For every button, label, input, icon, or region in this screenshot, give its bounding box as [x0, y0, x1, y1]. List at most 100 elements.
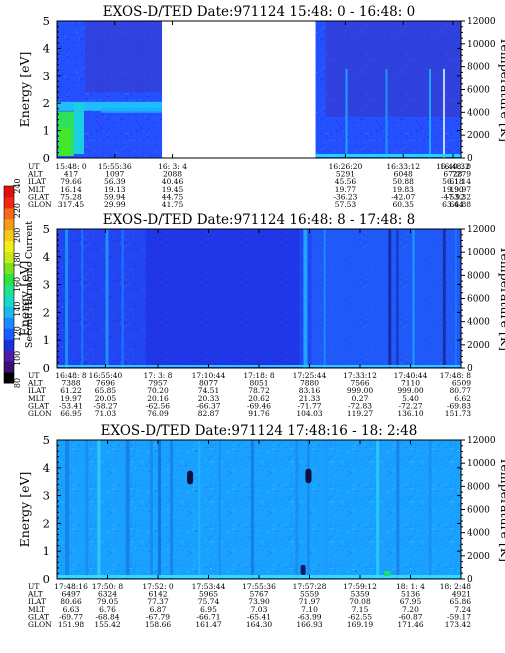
orbit-cell: 6509 [452, 379, 471, 388]
y2-tick-label: 6000 [467, 295, 490, 305]
orbit-cell: 7388 [61, 379, 80, 388]
orbit-cell: -66.71 [196, 612, 220, 621]
orbit-cell: 60.35 [392, 200, 414, 209]
orbit-cell: 79.66 [60, 177, 82, 186]
orbit-cell: -62.56 [146, 401, 170, 410]
spectrogram-streak [85, 440, 89, 579]
orbit-row-label: GLAT [28, 401, 49, 410]
y2-tick-label: 8000 [467, 271, 490, 281]
y2-tick-label: 8000 [467, 63, 490, 73]
y-tick-label: 3 [43, 489, 50, 503]
orbit-cell: -62.55 [348, 612, 372, 621]
orbit-cell: -68.84 [95, 612, 119, 621]
orbit-cell: 16:48: 8 [55, 371, 87, 380]
y-tick-label: 1 [43, 544, 50, 558]
orbit-cell: -69.83 [447, 401, 471, 410]
spectrogram-dark-blob [187, 470, 194, 485]
orbit-cell: 417 [64, 170, 79, 179]
spectrogram-streak [385, 68, 388, 158]
orbit-cell: 15:48: 0 [55, 162, 87, 171]
orbit-cell: 8077 [199, 379, 218, 388]
orbit-row-label: MLT [28, 185, 45, 194]
spectrogram-green-patch [384, 571, 391, 576]
orbit-cell: -69.46 [247, 401, 271, 410]
spectrogram-cyan-patch [74, 103, 84, 154]
orbit-cell: -72.27 [398, 401, 422, 410]
colorbar-tick-label: 140 [13, 301, 22, 316]
orbit-cell: 20.05 [95, 394, 117, 403]
orbit-cell: 151.73 [445, 409, 471, 418]
colorbar-segment [4, 317, 14, 329]
colorbar-tick-label: 180 [13, 252, 22, 267]
orbit-cell: 17:40:44 [394, 371, 428, 380]
spectrogram-streak [428, 440, 432, 579]
orbit-cell: 66.95 [60, 409, 82, 418]
orbit-cell: 999.00 [397, 386, 423, 395]
orbit-cell: 1097 [105, 170, 124, 179]
orbit-cell: 70.08 [349, 597, 371, 606]
orbit-cell: 6728 [443, 170, 462, 179]
orbit-cell: 77.37 [147, 597, 169, 606]
colorbar-segment [4, 306, 14, 318]
spectrogram-streak [250, 440, 254, 579]
spectrogram-streak [158, 440, 161, 579]
spectrogram-image [57, 21, 461, 158]
y-tick-label: 5 [43, 222, 50, 236]
orbit-cell: 15:55:36 [98, 162, 132, 171]
orbit-cell: 5359 [350, 590, 369, 599]
orbit-cell: 17:18: 8 [243, 371, 275, 380]
orbit-cell: 7.10 [301, 605, 318, 614]
orbit-cell: 16:48: 0 [440, 162, 472, 171]
orbit-row-label: ALT [27, 170, 43, 179]
spectrogram-streak [323, 229, 326, 368]
orbit-cell: 999.00 [347, 386, 373, 395]
orbit-cell: 80.77 [450, 386, 472, 395]
orbit-cell: 8051 [249, 379, 268, 388]
y-tick-label: 3 [43, 69, 50, 83]
orbit-row-label: UT [28, 582, 39, 591]
orbit-cell: 7110 [401, 379, 420, 388]
y2-tick-label: 10000 [467, 248, 496, 258]
spectrogram-streak [218, 440, 221, 579]
orbit-row-label: ILAT [28, 386, 46, 395]
y2-axis-label: Temperature [K] [498, 37, 505, 142]
orbit-cell: 19.83 [392, 185, 414, 194]
orbit-cell: 17:53:44 [192, 582, 226, 591]
orbit-cell: 7.24 [454, 605, 471, 614]
orbit-cell: 104.03 [296, 409, 322, 418]
y-axis-label: Energy [eV] [17, 52, 32, 128]
orbit-cell: 119.27 [347, 409, 373, 418]
spectrogram-streak [149, 440, 153, 579]
orbit-cell: -72.83 [348, 401, 372, 410]
orbit-cell: 82.87 [198, 409, 220, 418]
panel-title: EXOS-D/TED Date:971124 16:48: 8 - 17:48:… [103, 212, 415, 228]
y-tick-label: 5 [43, 14, 50, 28]
orbit-row-label: ILAT [28, 597, 46, 606]
y-tick-label: 1 [43, 124, 50, 138]
orbit-cell: 79.05 [97, 597, 119, 606]
y-tick-label: 1 [43, 333, 50, 347]
colorbar-frame [3, 185, 15, 384]
orbit-cell: 61.14 [450, 177, 472, 186]
colorbar-segment [4, 284, 14, 296]
orbit-cell: 19.97 [60, 394, 82, 403]
orbit-cell: 18: 1: 4 [396, 582, 425, 591]
orbit-cell: 7.15 [352, 605, 369, 614]
orbit-cell: 5136 [401, 590, 420, 599]
spectrogram-streak [65, 440, 70, 579]
colorbar-segment [4, 240, 14, 253]
orbit-cell: 2088 [163, 170, 182, 179]
y2-tick-label: 12000 [467, 225, 496, 235]
colorbar-segment [4, 229, 14, 242]
orbit-cell: -42.07 [391, 192, 415, 201]
orbit-cell: -47.92 [441, 192, 465, 201]
spectrogram-streak [295, 440, 299, 579]
orbit-cell: 19.97 [450, 185, 472, 194]
orbit-row-label: GLON [28, 409, 52, 418]
colorbar-segment [4, 350, 14, 362]
y2-tick-label: 6000 [467, 506, 490, 516]
orbit-cell: 19.90 [442, 185, 464, 194]
